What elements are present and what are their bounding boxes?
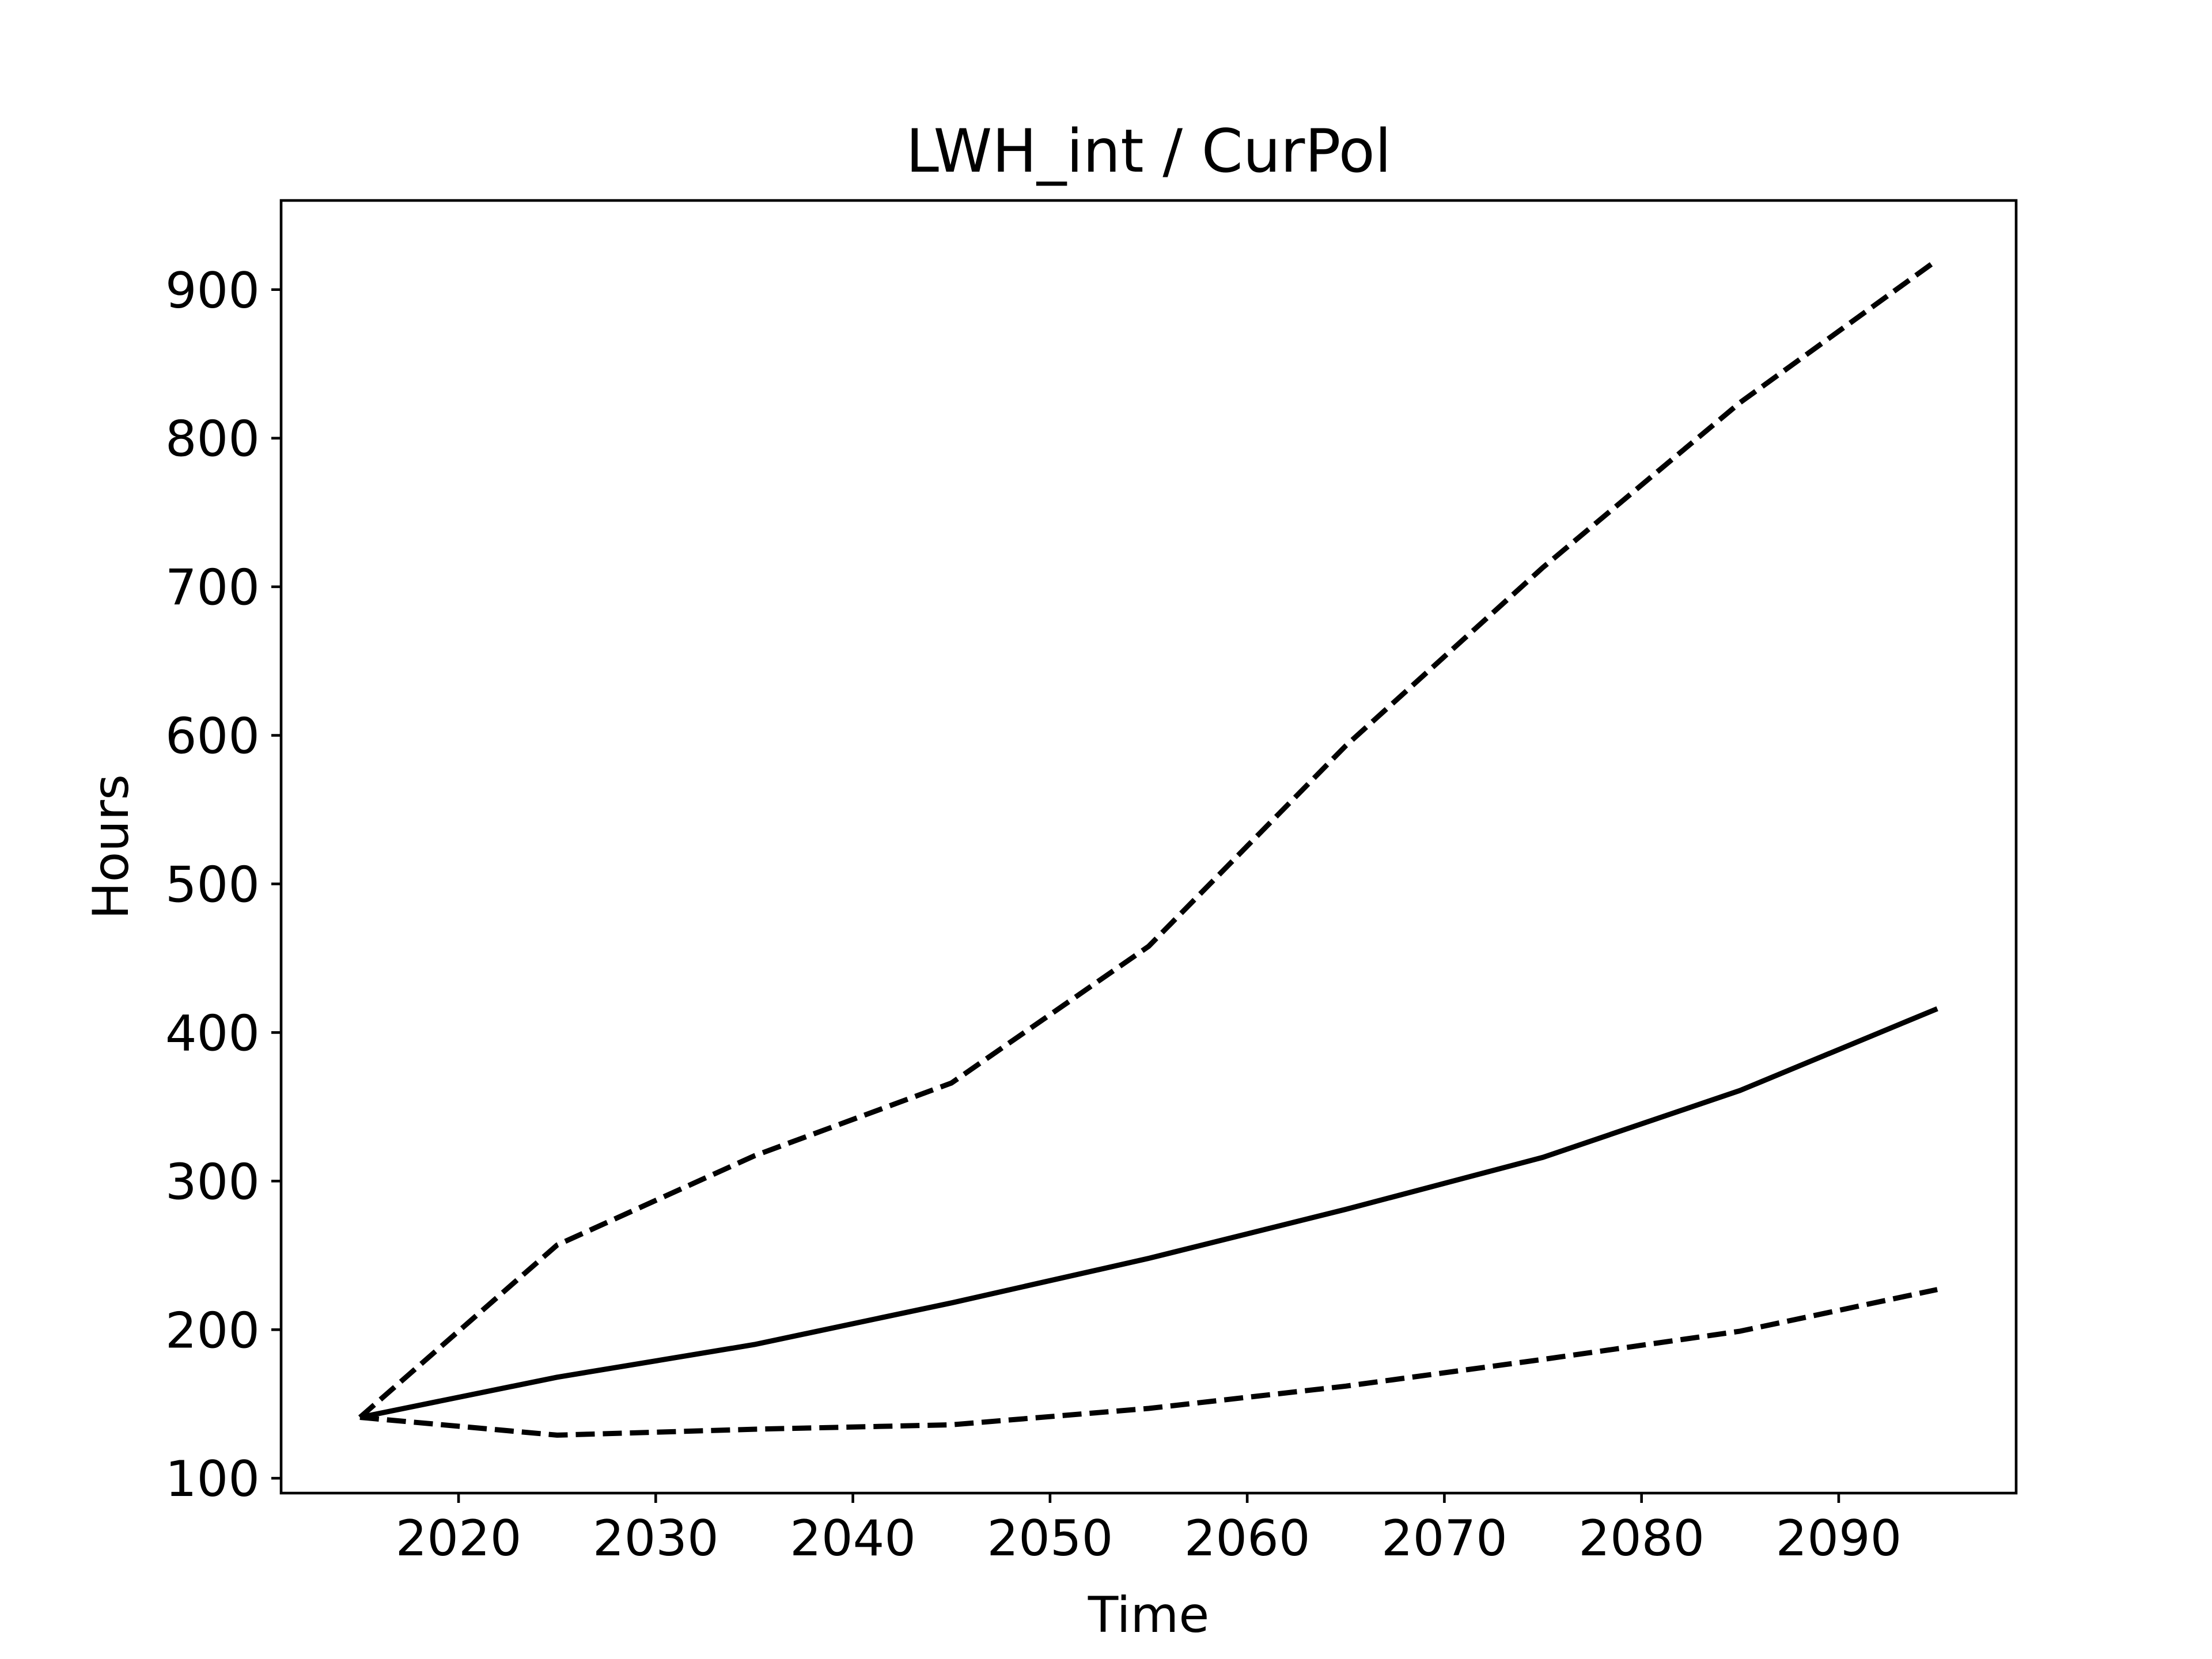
series-layer (358, 257, 1939, 1438)
y-tick-label: 500 (165, 856, 260, 914)
series-line-2 (358, 257, 1939, 1419)
x-tick-label: 2050 (987, 1510, 1113, 1567)
x-tick-label: 2030 (593, 1510, 719, 1567)
series-line-1 (359, 1006, 1938, 1420)
x-axis-label: Time (1088, 1586, 1209, 1644)
y-tick-label: 100 (165, 1450, 260, 1508)
y-axis-label: Hours (82, 774, 140, 919)
chart-title: LWH_int / CurPol (906, 117, 1392, 186)
y-tick-label: 900 (165, 262, 260, 320)
y-tick-label: 300 (165, 1153, 260, 1211)
x-axis-ticks: 2020 2030 2040 2050 2060 2070 2080 2090 (396, 1493, 1902, 1567)
x-tick-label: 2040 (790, 1510, 916, 1567)
x-tick-label: 2020 (396, 1510, 522, 1567)
x-tick-label: 2080 (1578, 1510, 1705, 1567)
y-tick-label: 700 (165, 559, 260, 617)
x-tick-label: 2090 (1776, 1510, 1902, 1567)
x-tick-label: 2070 (1381, 1510, 1508, 1567)
y-axis-ticks: 100 200 300 400 500 600 700 800 900 (165, 262, 281, 1508)
plot-frame (279, 199, 2018, 1495)
series-line-3 (359, 1287, 1938, 1438)
y-tick-label: 800 (165, 411, 260, 468)
y-tick-label: 200 (165, 1302, 260, 1359)
x-tick-label: 2060 (1184, 1510, 1310, 1567)
y-tick-label: 400 (165, 1005, 260, 1062)
y-tick-label: 600 (165, 708, 260, 766)
